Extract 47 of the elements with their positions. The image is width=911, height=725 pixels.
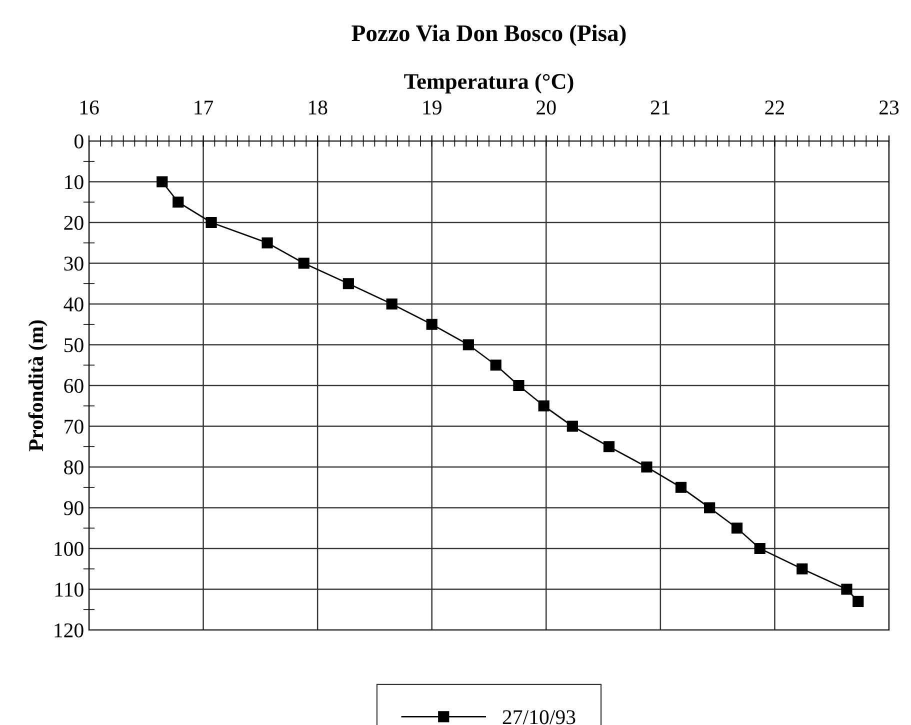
point [538,400,550,412]
point [262,237,273,248]
legend-label: 27/10/93 [502,710,576,724]
x-tick-label: 22 [765,100,784,114]
point [156,176,168,188]
y-tick-label: 40 [64,297,84,312]
point [754,542,766,554]
x-tick-label: 21 [650,100,670,114]
y-tick-label: 30 [64,256,84,271]
point [206,216,217,228]
point [566,420,578,432]
point [852,596,864,608]
y-tick-label: 50 [64,338,84,352]
y-tick-label: 60 [64,378,84,393]
y-tick-label: 0 [74,134,84,148]
y-tick-label: 70 [64,420,84,434]
point [386,298,398,310]
chart-title: Pozzo Via Don Bosco (Pisa) [352,24,626,46]
x-axis-title: Temperatura (°C) [404,73,574,94]
point [342,278,354,290]
x-tick-label: 17 [194,100,214,114]
point [841,584,852,595]
x-tick-label: 23 [880,100,899,115]
point [172,196,184,208]
x-tick-label: 16 [80,100,99,115]
x-tick-label: 19 [423,100,442,115]
point [704,502,716,514]
x-tick-label: 18 [308,100,328,115]
y-tick-label: 90 [64,501,84,516]
y-tick-label: 20 [64,216,84,230]
point [490,360,502,371]
point [731,522,743,534]
point [796,563,808,574]
y-tick-label: 100 [54,542,84,556]
point [426,318,438,330]
point [462,339,474,350]
y-tick-label: 120 [54,623,84,638]
point [513,380,524,392]
point [641,461,652,473]
point [675,482,687,493]
point [603,441,615,452]
y-tick-label: 110 [56,582,84,597]
y-tick-label: 80 [64,460,84,474]
y-tick-label: 10 [65,175,84,190]
x-tick-label: 20 [536,100,556,115]
y-axis-title: Profondità (m) [28,320,48,452]
point [298,258,310,269]
